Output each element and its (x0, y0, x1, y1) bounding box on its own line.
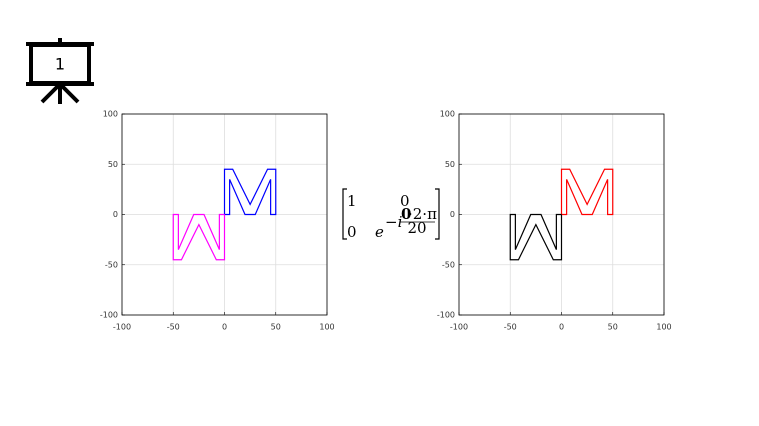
x-tick-label: -50 (504, 323, 517, 332)
plot-frame (121, 113, 328, 316)
y-tick-label: 100 (440, 110, 455, 119)
shape-outline (223, 168, 277, 216)
matrix-cell: 0 (400, 192, 410, 210)
x-tick-label: -50 (167, 323, 180, 332)
y-tick-label: 100 (103, 110, 118, 119)
y-tick-label: -100 (437, 311, 455, 320)
matrix-exp-prefix: −i (385, 213, 403, 231)
matrix-cell: 1 (347, 192, 357, 210)
x-tick-label: 50 (608, 323, 618, 332)
shape-outline (172, 213, 226, 261)
matrix-base: e (375, 223, 384, 241)
matrix-exp-highlight: 0 (401, 205, 411, 223)
x-tick-label: 0 (559, 323, 564, 332)
matrix-exp-numerator: ·2·π (408, 205, 437, 223)
x-tick-label: 50 (271, 323, 281, 332)
y-tick-label: -100 (100, 311, 118, 320)
plot-frame (458, 113, 665, 316)
shape-outline (560, 168, 614, 216)
y-tick-label: -50 (442, 260, 455, 269)
x-tick-label: 0 (222, 323, 227, 332)
y-tick-label: 0 (113, 210, 118, 219)
x-tick-label: -100 (113, 323, 131, 332)
slide-number: 1 (55, 55, 65, 74)
y-tick-label: 50 (445, 160, 455, 169)
matrix: 1 0 0 e −i 0 ·2·π 20 (342, 188, 440, 241)
y-tick-label: 50 (108, 160, 118, 169)
y-tick-label: 0 (450, 210, 455, 219)
x-tick-label: 100 (319, 323, 334, 332)
x-tick-label: -100 (450, 323, 468, 332)
matrix-exp-denominator: 20 (407, 219, 426, 237)
y-tick-label: -50 (105, 260, 118, 269)
presentation-icon (26, 38, 94, 104)
matrix-cell: 0 (347, 223, 357, 241)
x-tick-label: 100 (656, 323, 671, 332)
shape-outline (509, 213, 563, 261)
